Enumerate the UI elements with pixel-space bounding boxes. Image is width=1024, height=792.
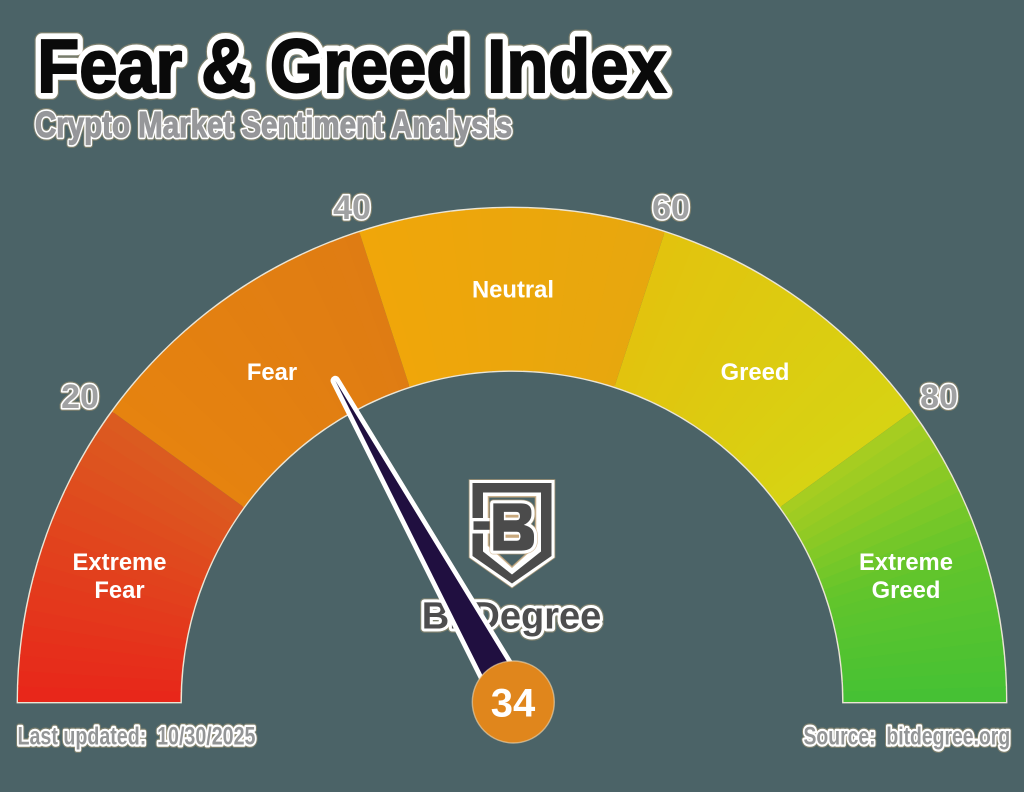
svg-text:Fear & Greed Index: Fear & Greed Index bbox=[37, 25, 666, 108]
svg-text:34: 34 bbox=[491, 682, 536, 726]
svg-text:Source: bitdegree.org: Source: bitdegree.org bbox=[804, 722, 1011, 750]
svg-text:20: 20 bbox=[61, 378, 99, 416]
svg-text:60: 60 bbox=[652, 189, 690, 227]
svg-text:Fear & Greed Index: Fear & Greed Index bbox=[37, 25, 666, 108]
svg-text:Greed: Greed bbox=[721, 359, 790, 386]
svg-text:40: 40 bbox=[333, 189, 371, 227]
svg-text:Extreme: Extreme bbox=[73, 549, 167, 576]
svg-text:Last updated: 10/30/2025: Last updated: 10/30/2025 bbox=[18, 722, 256, 750]
svg-text:Fear & Greed Index: Fear & Greed Index bbox=[37, 25, 666, 108]
svg-text:20: 20 bbox=[61, 378, 99, 416]
svg-text:Neutral: Neutral bbox=[472, 277, 554, 304]
svg-text:Fear: Fear bbox=[94, 577, 144, 604]
svg-text:Extreme: Extreme bbox=[859, 549, 953, 576]
svg-text:Fear: Fear bbox=[247, 359, 297, 386]
svg-text:80: 80 bbox=[920, 378, 958, 416]
svg-text:40: 40 bbox=[333, 189, 371, 227]
svg-text:Crypto Market Sentiment Analys: Crypto Market Sentiment Analysis bbox=[35, 104, 512, 144]
svg-text:Greed: Greed bbox=[872, 577, 941, 604]
svg-text:80: 80 bbox=[920, 378, 958, 416]
svg-text:Last updated: 10/30/2025: Last updated: 10/30/2025 bbox=[18, 722, 256, 750]
svg-text:Crypto Market Sentiment Analys: Crypto Market Sentiment Analysis bbox=[35, 104, 512, 144]
svg-text:Source: bitdegree.org: Source: bitdegree.org bbox=[804, 722, 1011, 750]
svg-text:Crypto Market Sentiment Analys: Crypto Market Sentiment Analysis bbox=[35, 104, 512, 144]
svg-text:60: 60 bbox=[652, 189, 690, 227]
